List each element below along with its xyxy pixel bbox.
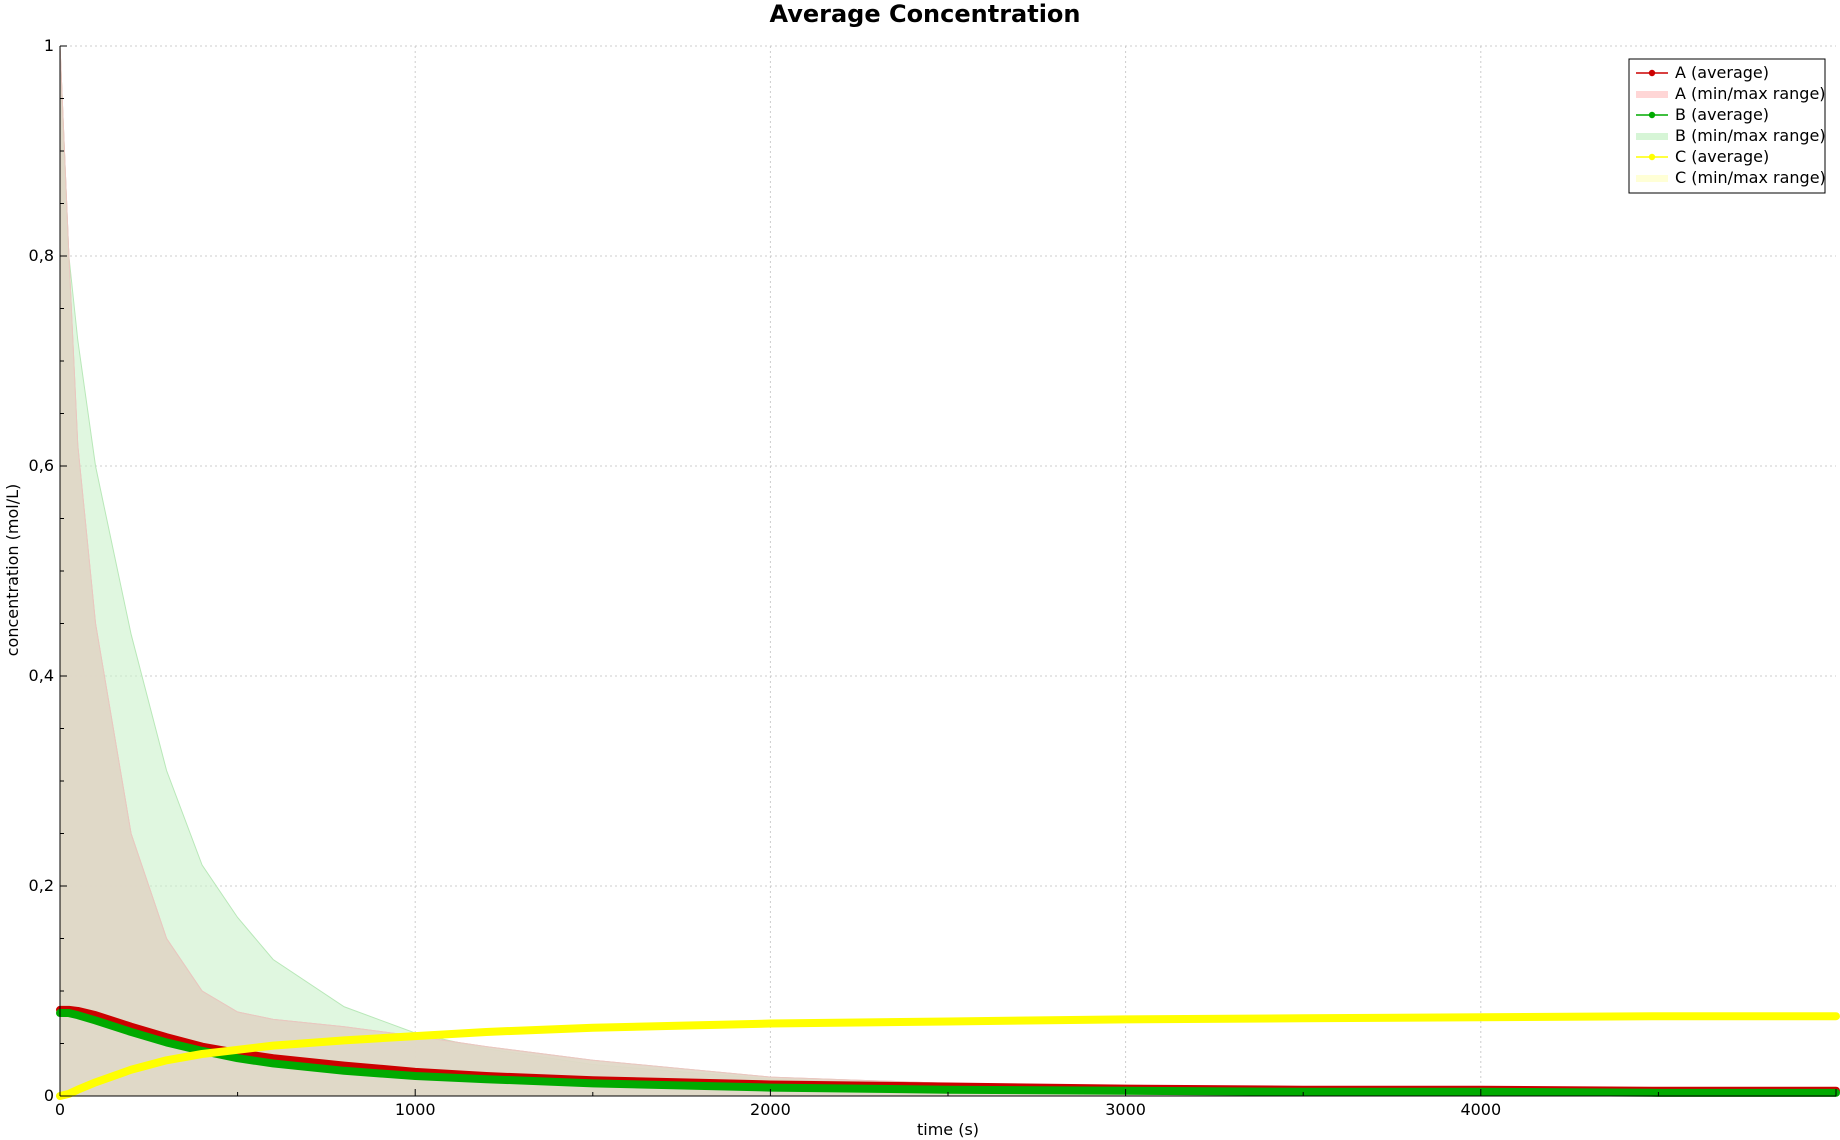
line-c-average [56,1012,1840,1100]
axis-layer: 0 1000 2000 3000 4000 0 0,2 0,4 0,6 0,8 1 [29,36,1837,1119]
y-tick-label: 0 [44,1086,54,1105]
x-axis-label: time (s) [917,1120,979,1139]
legend-label: A (min/max range) [1675,84,1826,103]
legend-label: C (average) [1675,147,1769,166]
average-line-layer [56,1005,1840,1100]
legend: A (average) A (min/max range) B (average) B… [1628,58,1826,194]
grid-layer [60,45,1836,1096]
legend-band-swatch [1636,133,1668,140]
y-tick-label: 0,8 [29,246,54,265]
legend-marker [1648,111,1656,119]
x-tick-label: 3000 [1105,1100,1146,1119]
x-tick-label: 2000 [750,1100,791,1119]
x-tick-label: 1000 [395,1100,436,1119]
y-tick-label: 1 [44,36,54,55]
legend-label: B (average) [1675,105,1769,124]
legend-band-swatch [1636,175,1668,182]
y-axis-label: concentration (mol/L) [3,484,22,657]
legend-band-swatch [1636,91,1668,98]
legend-label: B (min/max range) [1675,126,1826,145]
chart-title: Average Concentration [769,0,1080,28]
line-b-average [56,1009,1840,1097]
legend-marker [1648,153,1656,161]
legend-marker [1648,69,1656,77]
y-tick-label: 0,6 [29,456,54,475]
x-tick-label: 0 [55,1100,65,1119]
y-tick-label: 0,4 [29,666,54,685]
y-tick-label: 0,2 [29,876,54,895]
legend-label: C (min/max range) [1675,168,1826,187]
x-tick-label: 4000 [1460,1100,1501,1119]
legend-box [1628,58,1826,194]
legend-label: A (average) [1675,63,1769,82]
